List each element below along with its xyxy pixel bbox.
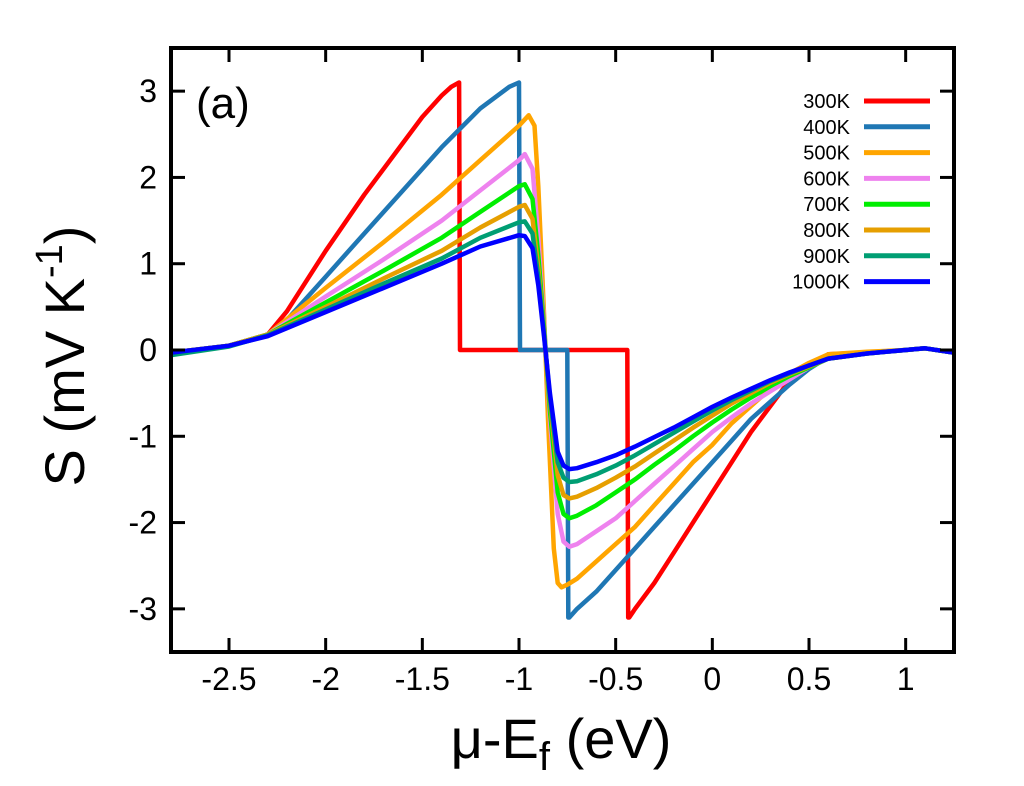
series-layer — [171, 80, 954, 620]
x-tick-label: -1 — [505, 661, 533, 697]
x-axis-title: μ-Ef (eV) — [451, 707, 672, 779]
y-tick-label: 0 — [139, 332, 157, 368]
x-tick-label: 0.5 — [787, 661, 831, 697]
x-tick-label: -1.5 — [395, 661, 450, 697]
x-tick-label: -2.5 — [201, 661, 256, 697]
legend-label-900K: 900K — [803, 246, 850, 268]
legend-label-300K: 300K — [803, 91, 850, 113]
legend-label-700K: 700K — [803, 194, 850, 216]
legend-label-500K: 500K — [803, 143, 850, 165]
legend-label-800K: 800K — [803, 220, 850, 242]
y-tick-label: 1 — [139, 246, 157, 282]
x-tick-label: -0.5 — [588, 661, 643, 697]
x-tick-label: 0 — [703, 661, 721, 697]
ticks: -2.5 -2 -1.5 -1 -0.5 0 0.5 1 -3 -2 -1 0 1 2 3 — [129, 48, 954, 697]
y-tick-label: -1 — [129, 418, 157, 454]
legend: 300K 400K 500K 600K 700K 800K 900K 1000K — [792, 91, 930, 294]
series-line-1000K — [171, 232, 954, 472]
legend-label-600K: 600K — [803, 168, 850, 190]
legend-label-1000K: 1000K — [792, 272, 850, 294]
series-line-400K — [171, 80, 954, 620]
y-tick-label: 3 — [139, 73, 157, 109]
y-tick-label: 2 — [139, 159, 157, 195]
y-tick-label: -2 — [129, 505, 157, 541]
y-axis-title: S (mV K-1) — [29, 226, 96, 487]
x-tick-label: 1 — [897, 661, 915, 697]
y-tick-label: -3 — [129, 591, 157, 627]
panel-label: (a) — [196, 79, 250, 128]
legend-label-400K: 400K — [803, 117, 850, 139]
x-tick-label: -2 — [311, 661, 339, 697]
